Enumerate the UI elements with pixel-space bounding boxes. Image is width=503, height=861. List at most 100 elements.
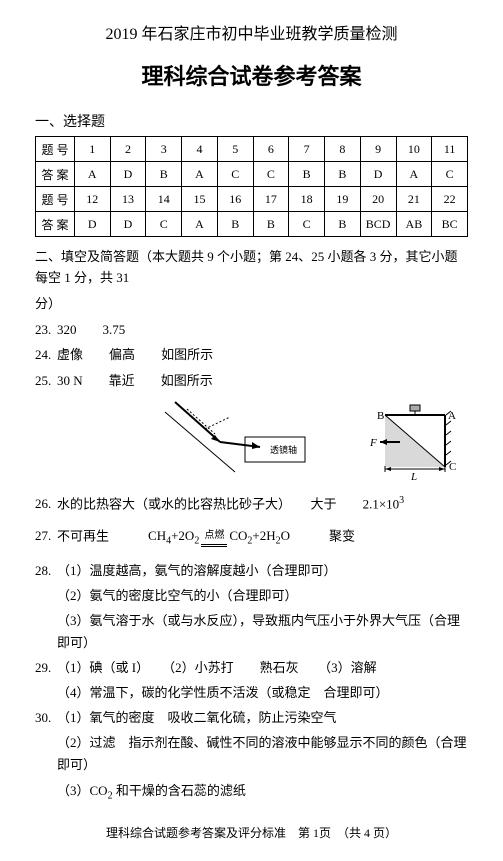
cell: A (74, 162, 110, 187)
q23: 23.320 3.75 (35, 319, 468, 341)
q27: 27.不可再生 CH4+2O2点燃CO2+2H2O 聚变 (35, 525, 468, 550)
cell: 14 (146, 187, 182, 212)
cell: 5 (217, 137, 253, 162)
cell: B (217, 212, 253, 237)
q-num: 26. (35, 493, 57, 515)
ans: 320 (57, 322, 77, 337)
cell: 13 (110, 187, 146, 212)
cell: C (146, 212, 182, 237)
ans: 2.1×10 (363, 496, 400, 511)
exponent: 3 (399, 495, 404, 506)
ans: 靠近 (109, 373, 135, 388)
q-num: 29. (35, 657, 57, 679)
row-label: 题 号 (36, 137, 75, 162)
eq-condition: 点燃 (201, 527, 227, 545)
cell: D (110, 212, 146, 237)
eq-part: O (281, 528, 290, 543)
cell: 7 (289, 137, 325, 162)
ans: 水的比热容大（或水的比容热比砂子大） (57, 496, 285, 511)
cell: 20 (360, 187, 396, 212)
cell: 21 (396, 187, 432, 212)
cell: C (432, 162, 468, 187)
q29: 29.（1）碘（或 I） （2）小苏打 熟石灰 （3）溶解 (35, 657, 468, 679)
section2-label: 二、填空及简答题 (35, 249, 139, 264)
section2-title: 二、填空及简答题（本大题共 9 个小题；第 24、25 小题各 3 分，其它小题… (35, 247, 468, 289)
cell: 22 (432, 187, 468, 212)
q-num: 30. (35, 707, 57, 729)
q28: 28.（1）温度越高，氨气的溶解度越小（合理即可） (35, 560, 468, 582)
cell: C (217, 162, 253, 187)
q30-2: （2）过滤 指示剂在酸、碱性不同的溶液中能够显示不同的颜色（合理即可） (35, 732, 468, 776)
eq-part: CH (148, 528, 166, 543)
ans: （1）氧气的密度 吸收二氧化硫，防止污染空气 (57, 710, 337, 725)
q26: 26.水的比热容大（或水的比容热比砂子大） 大于 2.1×103 (35, 492, 468, 515)
q-num: 28. (35, 560, 57, 582)
q28-2: （2）氨气的密度比空气的小（合理即可） (35, 585, 468, 607)
ans: （1）温度越高，氨气的溶解度越小（合理即可） (57, 563, 337, 578)
ans: （1）碘（或 I） （2）小苏打 熟石灰 （3）溶解 (57, 660, 377, 675)
cell: 6 (253, 137, 289, 162)
force-diagram: B A F L C (345, 397, 465, 487)
q-num: 27. (35, 525, 57, 547)
cell: 12 (74, 187, 110, 212)
cell: 1 (74, 137, 110, 162)
cell: C (289, 212, 325, 237)
header-title: 理科综合试卷参考答案 (35, 59, 468, 91)
cell: 17 (253, 187, 289, 212)
q-num: 25. (35, 370, 57, 392)
ans: 如图所示 (161, 373, 213, 388)
q24: 24.虚像 偏高 如图所示 (35, 344, 468, 366)
row-label: 答 案 (36, 212, 75, 237)
lens-label: 透镜轴 (270, 444, 297, 455)
eq-sub: 2 (194, 536, 199, 547)
cell: AB (396, 212, 432, 237)
cell: B (325, 162, 361, 187)
q30: 30.（1）氧气的密度 吸收二氧化硫，防止污染空气 (35, 707, 468, 729)
cell: C (253, 162, 289, 187)
ans: 和干燥的含石蕊的滤纸 (113, 783, 246, 798)
q30-3: （3）CO2 和干燥的含石蕊的滤纸 (35, 780, 468, 805)
page-footer: 理科综合试题参考答案及评分标准 第 1页 （共 4 页） (35, 824, 468, 841)
cell: 19 (325, 187, 361, 212)
q29-2: （4）常温下，碳的化学性质不活泼（或稳定 合理即可） (35, 682, 468, 704)
q28-3: （3）氨气溶于水（或与水反应），导致瓶内气压小于外界大气压（合理即可） (35, 610, 468, 654)
q25: 25.30 N 靠近 如图所示 (35, 370, 468, 392)
cell: A (182, 212, 218, 237)
cell: D (110, 162, 146, 187)
ans: 虚像 (57, 347, 83, 362)
force-F: F (369, 437, 377, 449)
section2-desc2: 分） (35, 294, 468, 315)
cell: 3 (146, 137, 182, 162)
row-label: 答 案 (36, 162, 75, 187)
q-num: 24. (35, 344, 57, 366)
cell: 4 (182, 137, 218, 162)
figures: 透镜轴 B A F L C (35, 397, 468, 487)
q-num: 23. (35, 319, 57, 341)
cell: D (74, 212, 110, 237)
cell: A (396, 162, 432, 187)
lens-diagram: 透镜轴 (145, 397, 325, 487)
cell: 2 (110, 137, 146, 162)
cell: 16 (217, 187, 253, 212)
cell: B (289, 162, 325, 187)
cell: 15 (182, 187, 218, 212)
ans: 如图所示 (161, 347, 213, 362)
eq-part: +2O (171, 528, 194, 543)
point-C: C (449, 461, 456, 473)
cell: 18 (289, 187, 325, 212)
point-B: B (377, 410, 384, 422)
length-L: L (410, 471, 417, 483)
header-year: 2019 年石家庄市初中毕业班教学质量检测 (35, 20, 468, 44)
cell: 10 (396, 137, 432, 162)
ans: （3）CO (57, 783, 108, 798)
row-label: 题 号 (36, 187, 75, 212)
ans: 不可再生 (57, 528, 109, 543)
cell: 11 (432, 137, 468, 162)
section1-title: 一、选择题 (35, 111, 468, 131)
cell: D (360, 162, 396, 187)
eq-part: +2H (252, 528, 275, 543)
ans: 3.75 (103, 322, 126, 337)
ans: 偏高 (109, 347, 135, 362)
cell: 9 (360, 137, 396, 162)
ans: 30 N (57, 373, 83, 388)
